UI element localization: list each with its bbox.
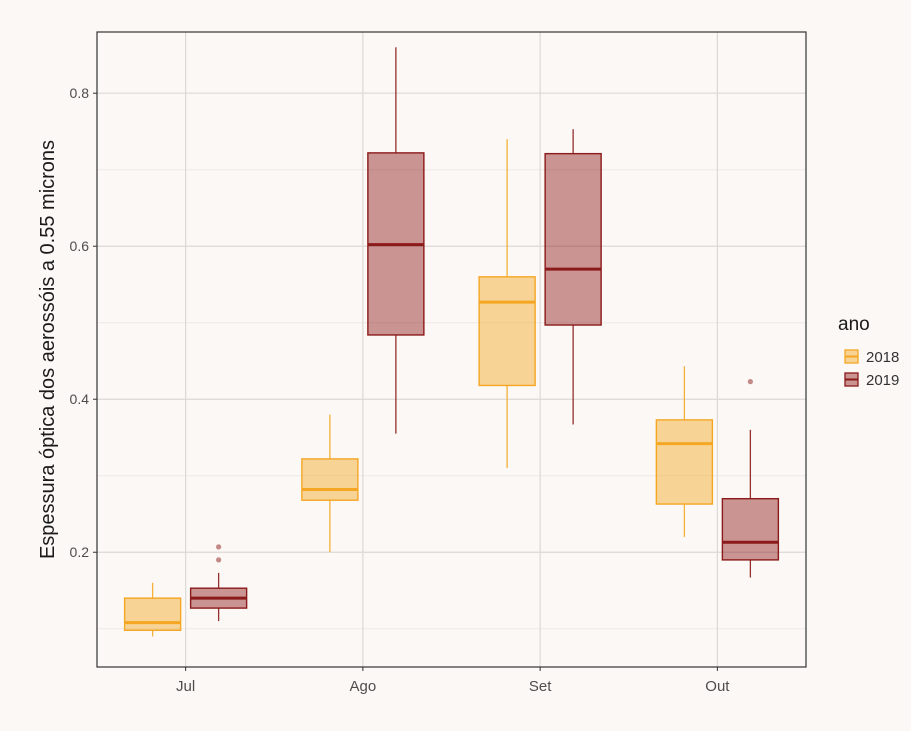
box-2018-Out: [655, 419, 714, 505]
panel-border: [96, 31, 807, 668]
y-axis-label: Espessura óptica dos aerossóis a 0.55 mi…: [37, 140, 59, 559]
x-tick-label: Set: [529, 678, 552, 695]
y-tick-label: 0.4: [70, 391, 90, 407]
legend-label-2019: 2019: [866, 372, 899, 389]
box-2018-Ago: [301, 458, 359, 501]
x-tick-label: Out: [705, 678, 730, 695]
y-tick-label: 0.2: [70, 544, 90, 560]
y-tick-label: 0.6: [70, 238, 90, 254]
box-2019-Set: [544, 152, 602, 326]
box-2018-Jul: [123, 597, 182, 631]
x-tick-label: Ago: [350, 678, 377, 695]
box-2018-Set: [478, 276, 536, 387]
y-tick-label: 0.8: [70, 85, 90, 101]
outlier-point: [216, 557, 222, 563]
outlier-point: [747, 379, 753, 385]
box-2019-Out: [721, 497, 780, 561]
x-tick-label: Jul: [176, 678, 195, 695]
legend-label-2018: 2018: [866, 349, 899, 366]
outlier-point: [216, 544, 222, 550]
legend-title: ano: [838, 314, 870, 335]
plot-panel: [97, 32, 806, 667]
